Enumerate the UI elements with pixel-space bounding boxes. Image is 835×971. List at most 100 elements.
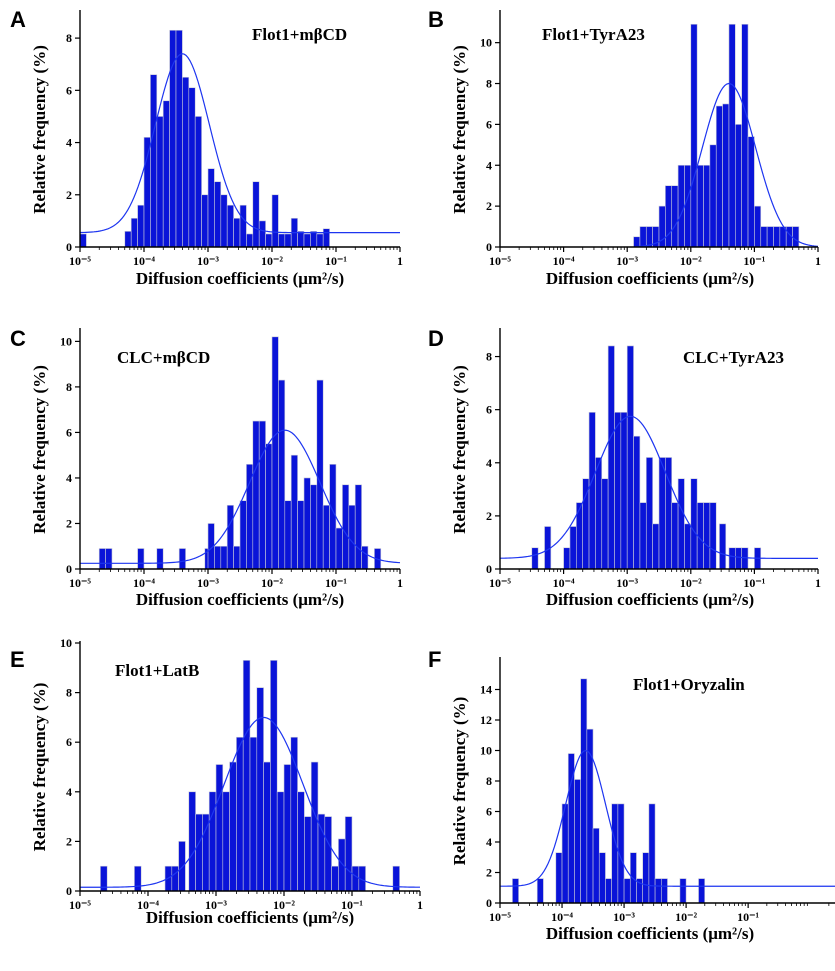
x-tick-label: 10⁻² bbox=[680, 576, 702, 590]
histogram-bar bbox=[220, 545, 228, 570]
histogram-bar bbox=[214, 545, 222, 570]
y-tick-label: 2 bbox=[66, 188, 72, 202]
histogram-bar bbox=[233, 545, 241, 570]
histogram-bar bbox=[239, 500, 247, 570]
panel-c: C 0 2 4 6 8 10 10⁻⁵ 10⁻⁴ 10⁻³ 10⁻² 10⁻¹ 1 CLC+mβCD Dif… bbox=[10, 326, 403, 609]
x-axis-title: Diffusion coefficients (μm²/s) bbox=[146, 908, 354, 927]
histogram-bar bbox=[79, 233, 87, 248]
panel-title: Flot1+mβCD bbox=[252, 25, 347, 44]
histogram-bar bbox=[735, 124, 742, 248]
histogram-bar bbox=[276, 791, 285, 892]
histogram-bar bbox=[607, 345, 615, 570]
histogram-bar bbox=[660, 878, 668, 904]
x-tick-label: 10⁻² bbox=[273, 898, 295, 912]
histogram-bar bbox=[626, 345, 634, 570]
x-tick-label: 10⁻¹ bbox=[341, 898, 363, 912]
histogram-bar bbox=[351, 865, 360, 892]
y-tick-label: 8 bbox=[66, 380, 72, 394]
histogram-bar bbox=[574, 779, 581, 904]
histogram-bar bbox=[194, 116, 202, 248]
panel-title: Flot1+TyrA23 bbox=[542, 25, 645, 44]
histogram-bar bbox=[105, 548, 113, 570]
histogram-bar bbox=[633, 435, 641, 570]
histogram-bar bbox=[645, 457, 653, 570]
histogram-bar bbox=[561, 803, 569, 904]
histogram-bar bbox=[605, 878, 612, 904]
histogram-bar bbox=[690, 23, 698, 248]
gaussian-fit-line bbox=[499, 415, 818, 559]
histogram-bar bbox=[324, 816, 332, 892]
histogram-bar bbox=[270, 660, 278, 892]
histogram-bar bbox=[249, 736, 258, 892]
x-tick-label: 10⁻⁵ bbox=[69, 898, 91, 912]
histogram-bar bbox=[709, 502, 717, 570]
histogram-bar bbox=[690, 478, 698, 570]
histogram-bar bbox=[290, 454, 298, 570]
histogram-bar bbox=[162, 100, 170, 248]
histogram-bar bbox=[592, 827, 600, 904]
histogram-bar bbox=[265, 233, 273, 248]
histogram-bar bbox=[178, 841, 186, 892]
panel-title: Flot1+Oryzalin bbox=[633, 675, 745, 694]
histogram-bar bbox=[171, 865, 179, 892]
y-tick-label: 0 bbox=[486, 896, 492, 910]
histogram-bar bbox=[310, 761, 319, 892]
x-tick-label: 10⁻³ bbox=[616, 254, 638, 268]
histogram-bar bbox=[297, 231, 305, 248]
x-tick-label: 10⁻⁴ bbox=[553, 576, 575, 590]
histogram-bar bbox=[773, 226, 781, 248]
x-tick-label: 10⁻⁴ bbox=[133, 576, 155, 590]
x-tick-label: 10⁻³ bbox=[197, 576, 219, 590]
histogram-bar bbox=[150, 74, 158, 248]
y-axis-title: Relative frequency (%) bbox=[450, 365, 469, 534]
histogram-bar bbox=[239, 204, 247, 248]
histogram-bar bbox=[134, 865, 142, 892]
histogram-bar bbox=[310, 484, 318, 570]
histogram-bar bbox=[331, 865, 339, 892]
panel-a: A 0 2 4 6 8 10⁻⁵ 10⁻⁴ 10⁻³ 10⁻² 10⁻¹ 1 Flot1+mβCD Dif… bbox=[10, 7, 403, 288]
histogram-bar bbox=[278, 233, 286, 248]
histogram-bar bbox=[677, 478, 685, 570]
histogram-bar bbox=[317, 813, 326, 892]
histogram-bar bbox=[246, 463, 254, 570]
histogram-bar bbox=[728, 547, 736, 570]
y-tick-label: 8 bbox=[486, 77, 492, 91]
x-tick-label: 10⁻⁴ bbox=[133, 254, 155, 268]
x-tick-label: 10⁻¹ bbox=[743, 576, 765, 590]
histogram-bar bbox=[338, 838, 346, 892]
x-tick-label: 10⁻⁴ bbox=[551, 910, 573, 924]
histogram-bar bbox=[665, 185, 673, 248]
y-tick-label: 10 bbox=[480, 744, 492, 758]
x-tick-label: 10⁻⁴ bbox=[137, 898, 159, 912]
y-tick-label: 10 bbox=[60, 636, 72, 650]
y-tick-label: 6 bbox=[486, 805, 492, 819]
histogram-bar bbox=[735, 547, 742, 570]
histogram-bar bbox=[586, 728, 594, 904]
y-tick-label: 10 bbox=[60, 334, 72, 348]
histogram-bar bbox=[252, 181, 260, 248]
histogram-bar bbox=[582, 478, 590, 570]
histogram-bar bbox=[188, 87, 196, 248]
y-tick-label: 0 bbox=[66, 240, 72, 254]
y-tick-label: 4 bbox=[486, 835, 492, 849]
x-tick-label: 10⁻³ bbox=[205, 898, 227, 912]
histogram-bar bbox=[271, 194, 279, 248]
histogram-bar bbox=[329, 463, 337, 570]
histogram-bar bbox=[303, 477, 311, 570]
x-tick-label: 10⁻³ bbox=[197, 254, 219, 268]
histogram-bar bbox=[754, 205, 762, 248]
histogram-bar bbox=[156, 116, 164, 248]
histogram-bar bbox=[563, 547, 571, 570]
x-tick-label: 10⁻¹ bbox=[737, 910, 759, 924]
histogram-bar bbox=[623, 878, 631, 904]
histogram-bar bbox=[588, 412, 596, 570]
histogram-bar bbox=[297, 791, 305, 892]
gaussian-fit-line bbox=[79, 53, 400, 234]
histogram-bar bbox=[639, 226, 647, 248]
panel-d: D 0 2 4 6 8 10⁻⁵ 10⁻⁴ 10⁻³ 10⁻² 10⁻¹ 1 CLC+TyrA23 Dif… bbox=[428, 326, 821, 609]
histogram-bar bbox=[226, 204, 234, 248]
panel-letter: F bbox=[428, 647, 441, 672]
y-tick-label: 6 bbox=[486, 117, 492, 131]
histogram-bar bbox=[642, 852, 650, 904]
histogram-bar bbox=[601, 478, 609, 570]
